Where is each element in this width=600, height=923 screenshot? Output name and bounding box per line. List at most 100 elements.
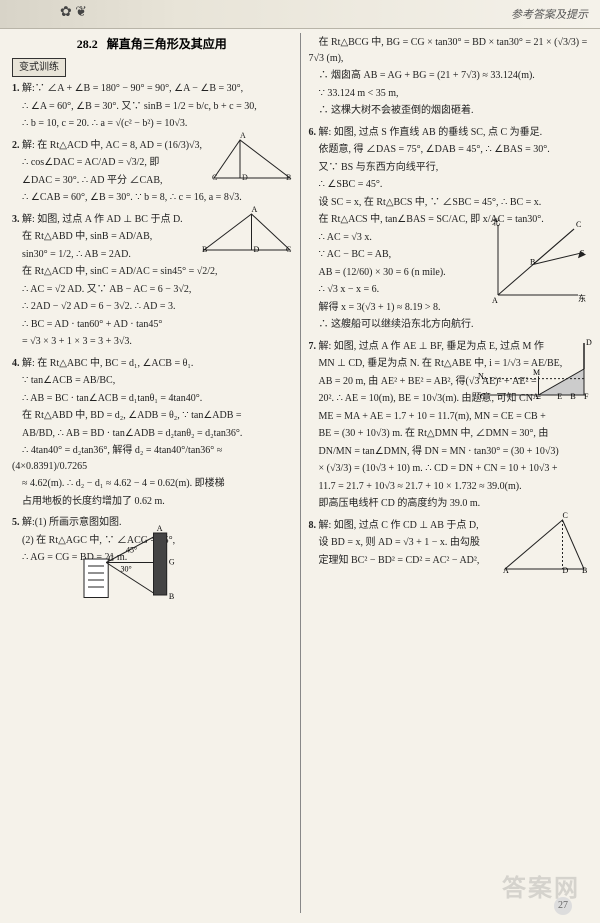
diagram-triangle-altitude: A B D C (202, 212, 292, 258)
line-content: ∵ tan∠ACB = AB/BC, (22, 375, 115, 386)
line-content: 设 SC = x, 在 Rt△BCS 中, ∵ ∠SBC = 45°, ∴ BC… (319, 197, 542, 208)
line-content: ∵ 33.124 m < 35 m, (319, 88, 399, 99)
text-line: DN/MN = tan∠DMN, 得 DN = MN · tan30° = (3… (309, 444, 589, 460)
item-number: 5. (12, 517, 22, 528)
line-content: ∴ 这艘船可以继续沿东北方向航行. (319, 319, 474, 330)
text-line: 6. 解: 如图, 过点 S 作直线 AB 的垂线 SC, 点 C 为垂足. (309, 125, 589, 141)
line-content: ∴ cos∠DAC = AC/AD = √3/2, 即 (22, 157, 159, 168)
line-content: ∴ BC = AD · tan60° + AD · tan45° (22, 319, 162, 330)
svg-text:A: A (533, 392, 539, 401)
diagram-building-45-30: A C 45° 30° G B (82, 531, 192, 607)
svg-text:C: C (576, 220, 581, 229)
text-line: ∴ ∠A = 60°, ∠B = 30°. 又∵ sinB = 1/2 = b/… (12, 99, 292, 115)
text-line: ∴ 烟囱高 AB = AG + BG = (21 + 7√3) ≈ 33.124… (309, 68, 589, 84)
line-content: AB/BD, ∴ AB = BD · tan∠ADB = d₂tanθ₂ = d… (22, 428, 242, 439)
diagram-triangle-right-small: A C D B (212, 138, 292, 186)
column-divider (300, 33, 301, 913)
text-line: ∴ 4tan40° = d₂tan36°, 解得 d₂ = 4tan40°/ta… (12, 443, 292, 474)
text-line: ∴ 这棵大树不会被歪倒的烟囱砸着. (309, 103, 589, 119)
left-item: 2. 解: 在 Rt△ACD 中, AC = 8, AD = (16/3)√3,… (12, 138, 292, 206)
diagram-triangle-dashed: C A D B (503, 518, 588, 579)
text-line: 11.7 = 21.7 + 10√3 ≈ 21.7 + 10 × 1.732 ≈… (309, 479, 589, 495)
text-line: × (√3/3) = (10√3 + 10) m. ∴ CD = DN + CN… (309, 461, 589, 477)
page-header: ✿ ❦ 参考答案及提示 (0, 0, 600, 29)
svg-text:B: B (286, 173, 291, 182)
line-content: 设 BD = x, 则 AD = √3 + 1 − x. 由勾股 (319, 537, 480, 548)
text-line: 即高压电线杆 CD 的高度约为 39.0 m. (309, 496, 589, 512)
line-content: 解: 如图, 过点 A 作 AD ⊥ BC 于点 D. (22, 214, 183, 225)
diagram-compass-triangle: 北 东 A C S B (488, 215, 588, 311)
text-line: ∴ AC = √2 AD. 又∵ AB − AC = 6 − 3√2, (12, 282, 292, 298)
left-column: 28.2 解直角三角形及其应用 变式训练 1. 解:∵ ∠A + ∠B = 18… (8, 33, 296, 913)
line-content: 即高压电线杆 CD 的高度约为 39.0 m. (319, 498, 481, 509)
text-line: ∴ AB = BC · tan∠ACB = d₁tanθ₁ = 4tan40°. (12, 391, 292, 407)
text-line: ∴ 这艘船可以继续沿东北方向航行. (309, 317, 589, 333)
right-column: 在 Rt△BCG 中, BG = CG × tan30° = BD × tan3… (305, 33, 593, 913)
svg-text:B: B (582, 566, 587, 575)
item-number: 4. (12, 358, 22, 369)
line-content: sin30° = 1/2, ∴ AB = 2AD. (22, 249, 131, 260)
svg-text:北: 北 (492, 218, 500, 227)
line-content: ∴ √3 x − x = 6. (319, 284, 380, 295)
line-content: ∴ 2AD − √2 AD = 6 − 3√2. ∴ AD = 3. (22, 301, 176, 312)
item-number: 3. (12, 214, 22, 225)
svg-text:B: B (169, 592, 174, 601)
line-content: AB = (12/60) × 30 = 6 (n mile). (319, 267, 446, 278)
svg-text:45°: 45° (126, 546, 137, 555)
svg-text:A: A (492, 296, 498, 305)
text-line: 占用地板的长度约增加了 0.62 m. (12, 494, 292, 510)
text-line: ∵ tan∠ACB = AB/BC, (12, 373, 292, 389)
line-content: 解: 如图, 过点 C 作 CD ⊥ AB 于点 D, (319, 520, 479, 531)
text-line: 设 SC = x, 在 Rt△BCS 中, ∵ ∠SBC = 45°, ∴ BC… (309, 195, 589, 211)
text-line: ME = MA + AE = 1.7 + 10 = 11.7(m), MN = … (309, 409, 589, 425)
svg-text:东: 东 (578, 293, 586, 303)
section-title: 28.2 解直角三角形及其应用 (12, 35, 292, 54)
svg-text:A: A (240, 131, 246, 140)
text-line: ∴ b = 10, c = 20. ∴ a = √(c² − b²) = 10√… (12, 116, 292, 132)
line-content: ∴ AB = BC · tan∠ACB = d₁tanθ₁ = 4tan40°. (22, 393, 202, 404)
text-line: ≈ 4.62(m). ∴ d₂ − d₁ ≈ 4.62 − 4 = 0.62(m… (12, 476, 292, 492)
text-line: 又∵ BS 与东西方向线平行, (309, 160, 589, 176)
left-item: 5. 解:(1) 所画示意图如图.(2) 在 Rt△AGC 中, ∵ ∠ACG … (12, 515, 292, 566)
line-content: ∴ 这棵大树不会被歪倒的烟囱砸着. (319, 105, 474, 116)
line-content: 解:∵ ∠A + ∠B = 180° − 90° = 90°, ∠A − ∠B … (22, 83, 243, 94)
svg-text:A: A (503, 566, 509, 575)
left-item: 1. 解:∵ ∠A + ∠B = 180° − 90° = 90°, ∠A − … (12, 81, 292, 132)
page-number: 27 (554, 897, 572, 915)
header-decoration: ✿ ❦ (60, 4, 87, 21)
line-content: 在 Rt△ACD 中, sinC = AD/AC = sin45° = √2/2… (22, 266, 218, 277)
text-line: 在 Rt△BCG 中, BG = CG × tan30° = BD × tan3… (309, 35, 589, 66)
svg-text:C: C (480, 392, 485, 401)
line-content: 解: 在 Rt△ABC 中, BC = d₁, ∠ACB = θ₁. (22, 358, 193, 369)
svg-text:C: C (286, 245, 291, 254)
text-line: AB/BD, ∴ AB = BD · tan∠ADB = d₂tanθ₂ = d… (12, 426, 292, 442)
line-content: ∴ ∠CAB = 60°, ∠B = 30°. ∵ b = 8, ∴ c = 1… (22, 192, 242, 203)
right-item: 在 Rt△BCG 中, BG = CG × tan30° = BD × tan3… (309, 35, 589, 119)
text-line: 5. 解:(1) 所画示意图如图. (12, 515, 292, 531)
text-line: 1. 解:∵ ∠A + ∠B = 180° − 90° = 90°, ∠A − … (12, 81, 292, 97)
line-content: ∴ AC = √2 AD. 又∵ AB − AC = 6 − 3√2, (22, 284, 191, 295)
svg-text:D: D (253, 245, 259, 254)
line-content: ME = MA + AE = 1.7 + 10 = 11.7(m), MN = … (319, 411, 546, 422)
svg-text:F: F (584, 392, 589, 401)
svg-text:30°: 30° (121, 565, 132, 574)
item-number: 8. (309, 520, 319, 531)
line-content: 定理知 BC² − BD² = CD² = AC² − AD², (319, 555, 480, 566)
line-content: DN/MN = tan∠DMN, 得 DN = MN · tan30° = (3… (319, 446, 559, 457)
line-content: 在 Rt△ABD 中, BD = d₂, ∠ADB = θ₂, ∵ tan∠AD… (22, 410, 242, 421)
line-content: 又∵ BS 与东西方向线平行, (319, 162, 439, 173)
item-number: 1. (12, 83, 22, 94)
line-content: 解:(1) 所画示意图如图. (22, 517, 121, 528)
page-body: 28.2 解直角三角形及其应用 变式训练 1. 解:∵ ∠A + ∠B = 18… (0, 29, 600, 913)
left-item: 4. 解: 在 Rt△ABC 中, BC = d₁, ∠ACB = θ₁. ∵ t… (12, 356, 292, 510)
text-line: ∴ BC = AD · tan60° + AD · tan45° (12, 317, 292, 333)
svg-text:D: D (563, 566, 569, 575)
text-line: ∵ 33.124 m < 35 m, (309, 86, 589, 102)
line-content: = √3 × 3 + 1 × 3 = 3 + 3√3. (22, 336, 132, 347)
svg-text:B: B (530, 257, 535, 266)
line-content: ∴ 4tan40° = d₂tan36°, 解得 d₂ = 4tan40°/ta… (12, 445, 222, 472)
svg-text:G: G (169, 558, 175, 567)
text-line: = √3 × 3 + 1 × 3 = 3 + 3√3. (12, 334, 292, 350)
line-content: 占用地板的长度约增加了 0.62 m. (22, 496, 165, 507)
line-content: 解得 x = 3(√3 + 1) ≈ 8.19 > 8. (319, 302, 441, 313)
